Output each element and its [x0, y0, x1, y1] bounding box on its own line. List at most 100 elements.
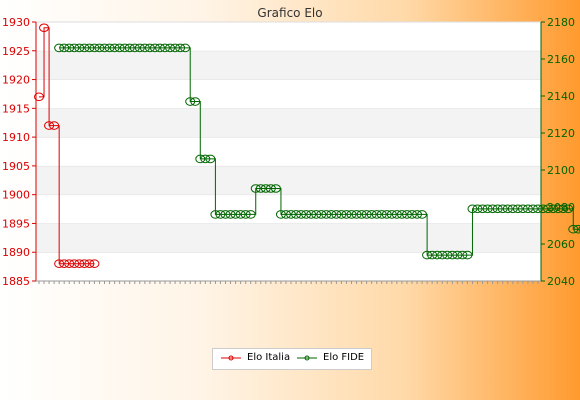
left-tick-label: 1910 [2, 131, 30, 144]
series-point-1 [417, 210, 428, 219]
series-line-0 [39, 27, 95, 265]
legend-line-icon [297, 355, 317, 360]
series-point-1 [412, 210, 423, 219]
grid-band [36, 79, 541, 109]
series-point-1 [457, 250, 468, 260]
series-point-1 [351, 210, 362, 219]
series-point-1 [437, 250, 448, 260]
series-point-1 [240, 210, 251, 219]
series-point-1 [578, 226, 580, 233]
series-point-0 [84, 259, 95, 269]
series-point-1 [139, 43, 150, 53]
series-point-1 [452, 250, 463, 260]
series-point-1 [316, 210, 327, 219]
right-tick-label: 2140 [547, 90, 575, 103]
left-tick-label: 1930 [2, 16, 30, 29]
series-point-1 [129, 43, 140, 53]
right-tick-label: 2100 [547, 164, 575, 177]
grid-band [36, 22, 541, 51]
series-point-1 [376, 210, 387, 219]
series-point-0 [54, 259, 65, 269]
series-point-1 [533, 204, 543, 214]
chart-title: Grafico Elo [257, 6, 322, 20]
series-point-1 [522, 204, 533, 214]
grid-band [36, 50, 541, 80]
series-point-1 [467, 204, 478, 214]
series-point-1 [144, 43, 155, 53]
series-point-1 [59, 43, 70, 53]
series-point-1 [386, 210, 397, 219]
series-point-1 [331, 210, 342, 219]
legend-line-icon [221, 355, 241, 360]
legend: Elo Italia Elo FIDE [212, 348, 372, 370]
series-point-0 [59, 259, 70, 269]
series-point-1 [311, 210, 322, 219]
series-point-1 [185, 97, 196, 106]
series-point-1 [270, 184, 281, 193]
left-tick-label: 1915 [2, 102, 30, 115]
grid-band [36, 223, 541, 253]
left-tick-label: 1925 [2, 45, 30, 58]
grid-band [36, 252, 541, 281]
series-point-1 [301, 210, 312, 219]
left-tick-label: 1890 [2, 246, 30, 259]
series-point-1 [432, 250, 443, 260]
series-point-1 [210, 210, 221, 219]
series-point-1 [74, 43, 85, 53]
legend-label: Elo FIDE [323, 352, 365, 363]
grid-band [36, 165, 541, 195]
series-point-1 [447, 250, 458, 260]
series-point-1 [477, 204, 488, 214]
series-point-1 [119, 43, 130, 53]
series-point-1 [195, 154, 206, 164]
series-point-0 [79, 259, 90, 269]
grid-band [36, 108, 541, 138]
series-point-1 [225, 210, 236, 219]
series-point-1 [396, 210, 407, 219]
left-tick-label: 1885 [2, 275, 30, 288]
series-point-1 [427, 250, 438, 260]
series-point-1 [205, 154, 216, 164]
series-point-1 [401, 210, 412, 219]
series-point-1 [553, 204, 564, 214]
series-point-1 [190, 97, 201, 106]
series-point-0 [49, 121, 60, 130]
series-point-1 [527, 204, 538, 214]
series-point-1 [492, 204, 503, 214]
series-point-1 [487, 204, 498, 214]
series-point-1 [286, 210, 297, 219]
series-point-0 [39, 23, 50, 33]
series-point-1 [517, 204, 528, 214]
series-point-1 [170, 43, 181, 53]
series-point-1 [230, 210, 241, 219]
series-point-1 [472, 204, 483, 214]
series-point-1 [558, 204, 569, 214]
series-point-1 [109, 43, 120, 53]
series-point-1 [366, 210, 377, 219]
series-point-1 [114, 43, 125, 53]
series-point-1 [250, 184, 261, 193]
legend-item-elo-fide: Elo FIDE [297, 352, 364, 363]
left-tick-label: 1905 [2, 160, 30, 173]
series-point-1 [538, 204, 549, 214]
left-tick-label: 1920 [2, 74, 30, 87]
series-point-0 [69, 259, 80, 269]
series-point-1 [497, 204, 508, 214]
series-point-1 [69, 43, 80, 53]
left-tick-label: 1900 [2, 189, 30, 202]
series-point-1 [220, 210, 231, 219]
series-point-1 [84, 43, 95, 53]
series-point-1 [235, 210, 246, 219]
series-point-1 [180, 43, 191, 53]
series-point-1 [280, 210, 291, 219]
series-point-1 [160, 43, 171, 53]
series-point-0 [74, 259, 85, 269]
legend-item-elo-italia: Elo Italia [221, 352, 290, 363]
series-point-1 [99, 43, 110, 53]
series-point-1 [422, 250, 433, 260]
series-point-1 [175, 43, 186, 53]
series-point-1 [548, 204, 559, 214]
series-point-1 [54, 43, 65, 53]
left-tick-label: 1895 [2, 217, 30, 230]
series-point-1 [391, 210, 402, 219]
